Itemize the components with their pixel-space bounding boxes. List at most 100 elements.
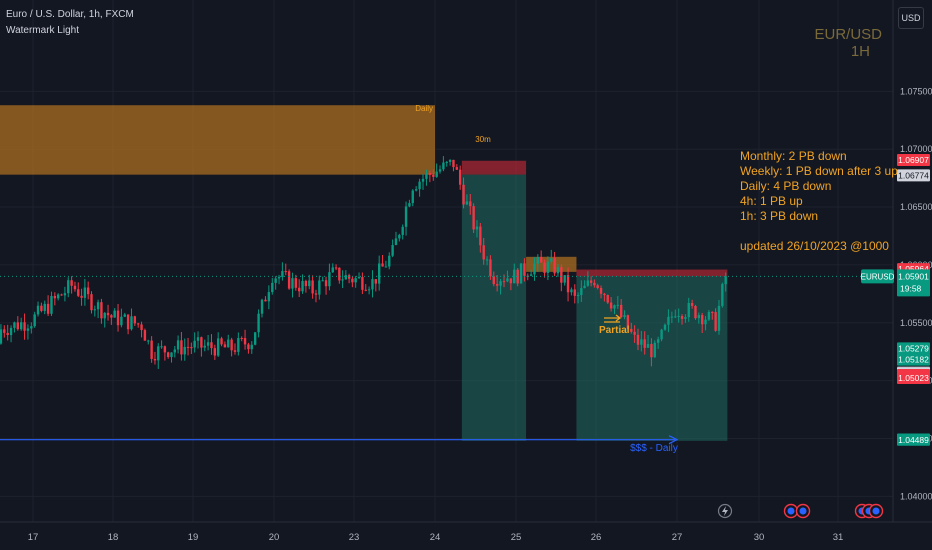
candle-body-up[interactable] — [485, 259, 489, 261]
candle-body-up[interactable] — [93, 309, 97, 311]
candle-body-up[interactable] — [0, 329, 3, 344]
candle-body-up[interactable] — [160, 346, 163, 348]
candle-body-down[interactable] — [636, 334, 640, 345]
candle-body-up[interactable] — [291, 278, 294, 289]
candle-body-down[interactable] — [243, 338, 247, 345]
candle-body-down[interactable] — [603, 293, 606, 296]
candle-body-down[interactable] — [458, 169, 462, 185]
candle-body-up[interactable] — [216, 338, 220, 356]
candle-body-up[interactable] — [328, 272, 331, 287]
candle-body-down[interactable] — [86, 287, 90, 295]
candle-body-up[interactable] — [570, 289, 573, 293]
candle-body-up[interactable] — [147, 340, 150, 342]
candle-body-up[interactable] — [193, 340, 196, 348]
candle-body-down[interactable] — [180, 340, 183, 355]
currency-button[interactable]: USD — [898, 7, 924, 29]
candle-body-down[interactable] — [573, 289, 576, 296]
candle-body-down[interactable] — [606, 295, 609, 303]
candle-body-down[interactable] — [46, 303, 50, 314]
candle-body-down[interactable] — [126, 314, 130, 330]
candle-body-up[interactable] — [613, 305, 616, 309]
candle-body-up[interactable] — [646, 344, 650, 348]
candle-body-down[interactable] — [351, 278, 354, 283]
candle-body-down[interactable] — [80, 295, 83, 298]
candle-body-up[interactable] — [556, 267, 560, 274]
candle-body-up[interactable] — [341, 279, 344, 281]
candle-body-down[interactable] — [40, 305, 43, 311]
candle-body-up[interactable] — [176, 340, 180, 350]
candle-body-up[interactable] — [506, 278, 509, 282]
candle-body-up[interactable] — [257, 313, 260, 333]
candle-body-down[interactable] — [210, 342, 213, 349]
candle-body-up[interactable] — [448, 159, 452, 162]
candle-body-up[interactable] — [96, 302, 100, 310]
candle-body-up[interactable] — [425, 173, 428, 179]
candle-body-down[interactable] — [297, 287, 301, 292]
candle-body-up[interactable] — [445, 161, 448, 163]
candle-body-up[interactable] — [321, 280, 324, 282]
candle-body-down[interactable] — [633, 331, 636, 335]
candle-body-up[interactable] — [281, 271, 284, 278]
candle-body-up[interactable] — [684, 317, 687, 319]
candle-body-down[interactable] — [700, 315, 704, 325]
candle-body-up[interactable] — [260, 299, 264, 314]
candle-body-down[interactable] — [469, 201, 472, 207]
candle-body-down[interactable] — [311, 280, 314, 294]
candle-body-down[interactable] — [264, 299, 267, 302]
candle-body-down[interactable] — [240, 337, 243, 339]
candle-body-up[interactable] — [113, 310, 116, 318]
candle-body-down[interactable] — [163, 346, 167, 353]
candle-body-up[interactable] — [13, 322, 16, 328]
candle-body-down[interactable] — [140, 324, 143, 331]
candle-body-up[interactable] — [277, 277, 281, 279]
candle-body-down[interactable] — [190, 347, 193, 349]
candle-body-up[interactable] — [19, 322, 23, 330]
candle-body-up[interactable] — [30, 326, 33, 329]
candle-body-down[interactable] — [136, 323, 140, 325]
candle-body-down[interactable] — [347, 275, 351, 279]
candle-body-down[interactable] — [16, 322, 20, 330]
candle-body-down[interactable] — [560, 267, 563, 283]
candle-body-down[interactable] — [428, 173, 432, 175]
candle-body-down[interactable] — [294, 278, 298, 288]
candle-body-up[interactable] — [465, 201, 469, 205]
candle-body-up[interactable] — [26, 328, 30, 331]
candle-body-down[interactable] — [711, 312, 714, 314]
candle-body-down[interactable] — [516, 269, 519, 284]
candle-body-up[interactable] — [667, 316, 670, 325]
candle-body-down[interactable] — [361, 276, 364, 290]
candle-body-up[interactable] — [67, 280, 70, 294]
candle-body-down[interactable] — [609, 302, 613, 309]
candle-body-up[interactable] — [533, 263, 536, 275]
candle-body-down[interactable] — [324, 280, 328, 287]
candle-body-up[interactable] — [398, 234, 401, 239]
candle-body-down[interactable] — [90, 294, 93, 311]
candle-body-down[interactable] — [233, 350, 237, 352]
candle-body-down[interactable] — [284, 271, 287, 273]
candle-body-up[interactable] — [721, 284, 724, 306]
candle-body-down[interactable] — [479, 226, 482, 246]
candle-body-down[interactable] — [364, 289, 367, 291]
candle-body-down[interactable] — [381, 263, 384, 267]
candle-body-up[interactable] — [707, 312, 711, 320]
candle-body-down[interactable] — [6, 332, 9, 336]
candle-body-up[interactable] — [196, 337, 200, 341]
candle-body-down[interactable] — [334, 267, 338, 269]
candle-body-up[interactable] — [301, 280, 304, 292]
candle-body-up[interactable] — [519, 263, 523, 284]
candle-body-up[interactable] — [677, 316, 680, 318]
candle-body-up[interactable] — [724, 276, 727, 285]
candle-body-down[interactable] — [153, 358, 157, 361]
candle-body-up[interactable] — [63, 293, 67, 296]
candle-body-down[interactable] — [630, 328, 633, 332]
candle-body-up[interactable] — [401, 226, 404, 235]
candle-body-up[interactable] — [36, 305, 40, 315]
candle-body-down[interactable] — [53, 295, 57, 299]
candle-body-up[interactable] — [388, 255, 391, 267]
candle-body-down[interactable] — [455, 167, 459, 170]
candle-body-up[interactable] — [640, 339, 643, 345]
candle-body-down[interactable] — [495, 284, 499, 286]
candle-body-up[interactable] — [674, 316, 677, 318]
candle-body-down[interactable] — [247, 344, 250, 350]
symbol-badge[interactable] — [861, 269, 894, 284]
